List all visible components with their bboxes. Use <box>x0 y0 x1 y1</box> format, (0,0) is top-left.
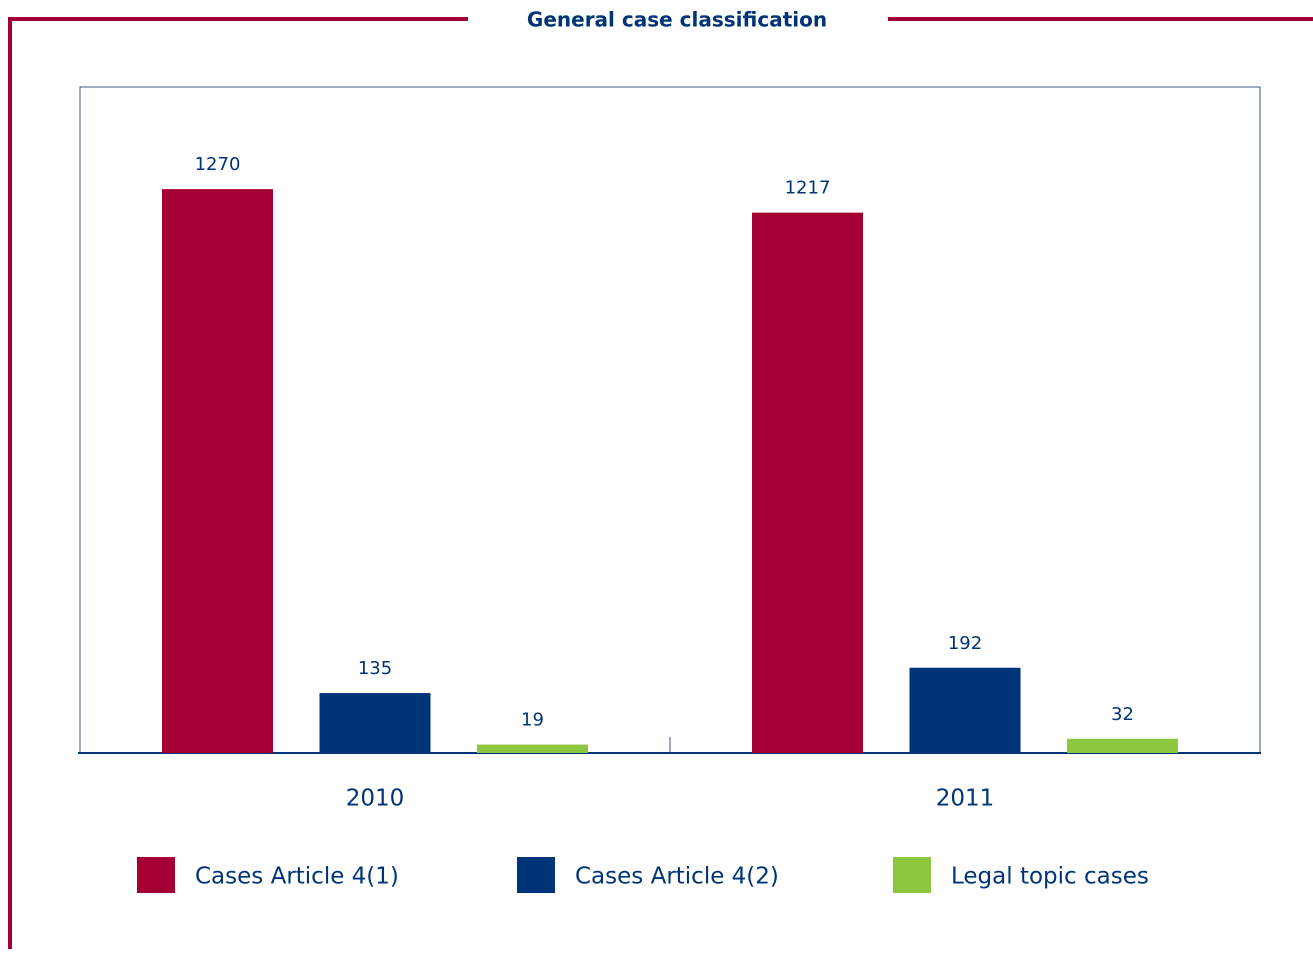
bar <box>162 189 273 753</box>
x-tick-label: 2011 <box>936 786 995 812</box>
data-label: 1270 <box>195 154 241 175</box>
data-label: 1217 <box>785 178 831 199</box>
bar <box>1067 738 1178 753</box>
bar <box>477 744 588 753</box>
legend-swatch <box>517 857 555 893</box>
legend-swatch <box>137 857 175 893</box>
x-tick-label: 2010 <box>346 786 405 812</box>
chart-title: General case classification <box>527 8 827 32</box>
data-label: 135 <box>358 658 392 679</box>
bar <box>909 667 1021 753</box>
bar <box>752 212 863 754</box>
data-label: 19 <box>521 710 544 731</box>
legend-label: Cases Article 4(1) <box>195 864 399 890</box>
legend-swatch <box>893 857 931 893</box>
data-label: 32 <box>1111 704 1134 725</box>
legend-label: Legal topic cases <box>951 864 1149 890</box>
bar <box>319 693 431 753</box>
data-label: 192 <box>948 633 982 654</box>
legend-label: Cases Article 4(2) <box>575 864 779 890</box>
